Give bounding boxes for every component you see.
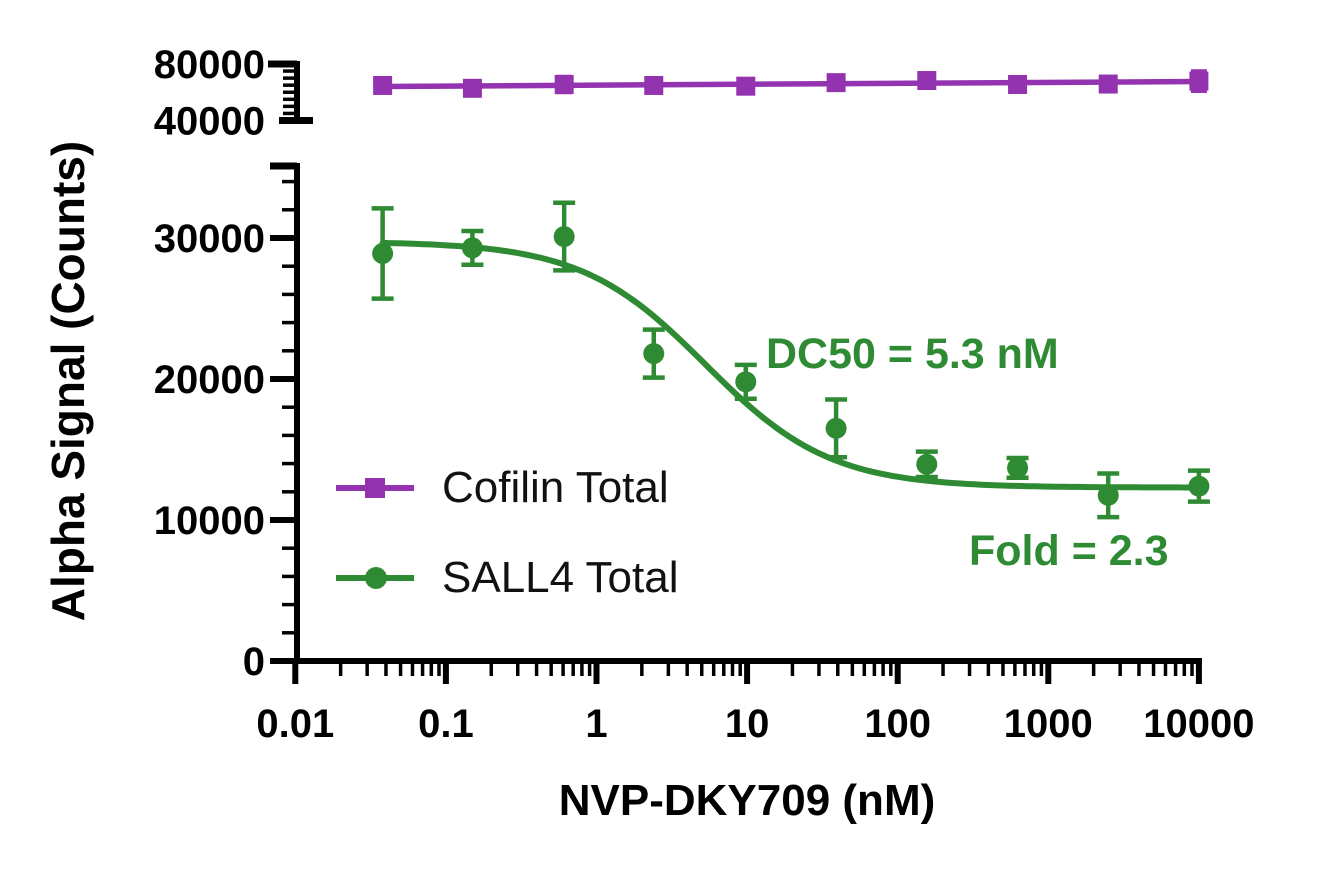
x-tick-label: 1 [585,702,607,746]
y-tick-label: 80000 [154,43,265,87]
sall4-data-point [825,417,847,439]
x-tick-label: 1000 [1004,702,1093,746]
y-tick-label: 40000 [154,100,265,144]
y-tick-label: 10000 [154,499,265,543]
cofilin-data-point [736,76,756,96]
sall4-fit-curve [379,239,1202,491]
cofilin-data-point [826,73,846,93]
cofilin-data-point [373,75,393,95]
sall4-data-point [735,371,757,393]
sall4-data-point [1097,484,1119,506]
cofilin-data-point [917,71,937,91]
legend-label-cofilin: Cofilin Total [442,463,669,512]
y-tick-label: 20000 [154,358,265,402]
sall4-circle-marker-icon [336,550,414,606]
x-tick-label: 10000 [1143,702,1254,746]
x-tick-label: 100 [864,702,931,746]
legend-row-sall4: SALL4 Total [336,550,678,606]
sall4-data-point [553,226,575,248]
legend-row-cofilin: Cofilin Total [336,460,678,516]
x-axis-title: NVP-DKY709 (nM) [558,776,936,825]
cofilin-data-point [644,75,664,95]
x-tick-label: 0.1 [418,702,474,746]
y-tick-label: 0 [243,640,265,684]
sall4-data-point [1188,475,1210,497]
cofilin-data-point [1008,74,1028,94]
cofilin-square-marker-icon [336,460,414,516]
cofilin-data-point [554,74,574,94]
cofilin-data-point [462,78,482,98]
fold-annotation: Fold = 2.3 [969,527,1169,575]
cofilin-data-point [1098,74,1118,94]
sall4-data-point [372,243,394,265]
dc50-annotation: DC50 = 5.3 nM [766,330,1059,378]
cofilin-data-point [1189,71,1209,91]
cofilin-fit-line [382,78,1199,90]
sall4-data-point [461,237,483,259]
sall4-data-point [1007,457,1029,479]
cofilin-legend-square [365,478,385,498]
y-tick-label: 30000 [154,217,265,261]
legend-label-sall4: SALL4 Total [442,553,679,602]
sall4-data-point [916,453,938,475]
y-axis-title: Alpha Signal (Counts) [42,140,94,622]
sall4-data-point [643,343,665,365]
x-tick-label: 10 [725,702,770,746]
legend: Cofilin Total SALL4 Total [336,460,678,640]
x-tick-label: 0.01 [256,702,334,746]
sall4-legend-circle [365,567,387,589]
